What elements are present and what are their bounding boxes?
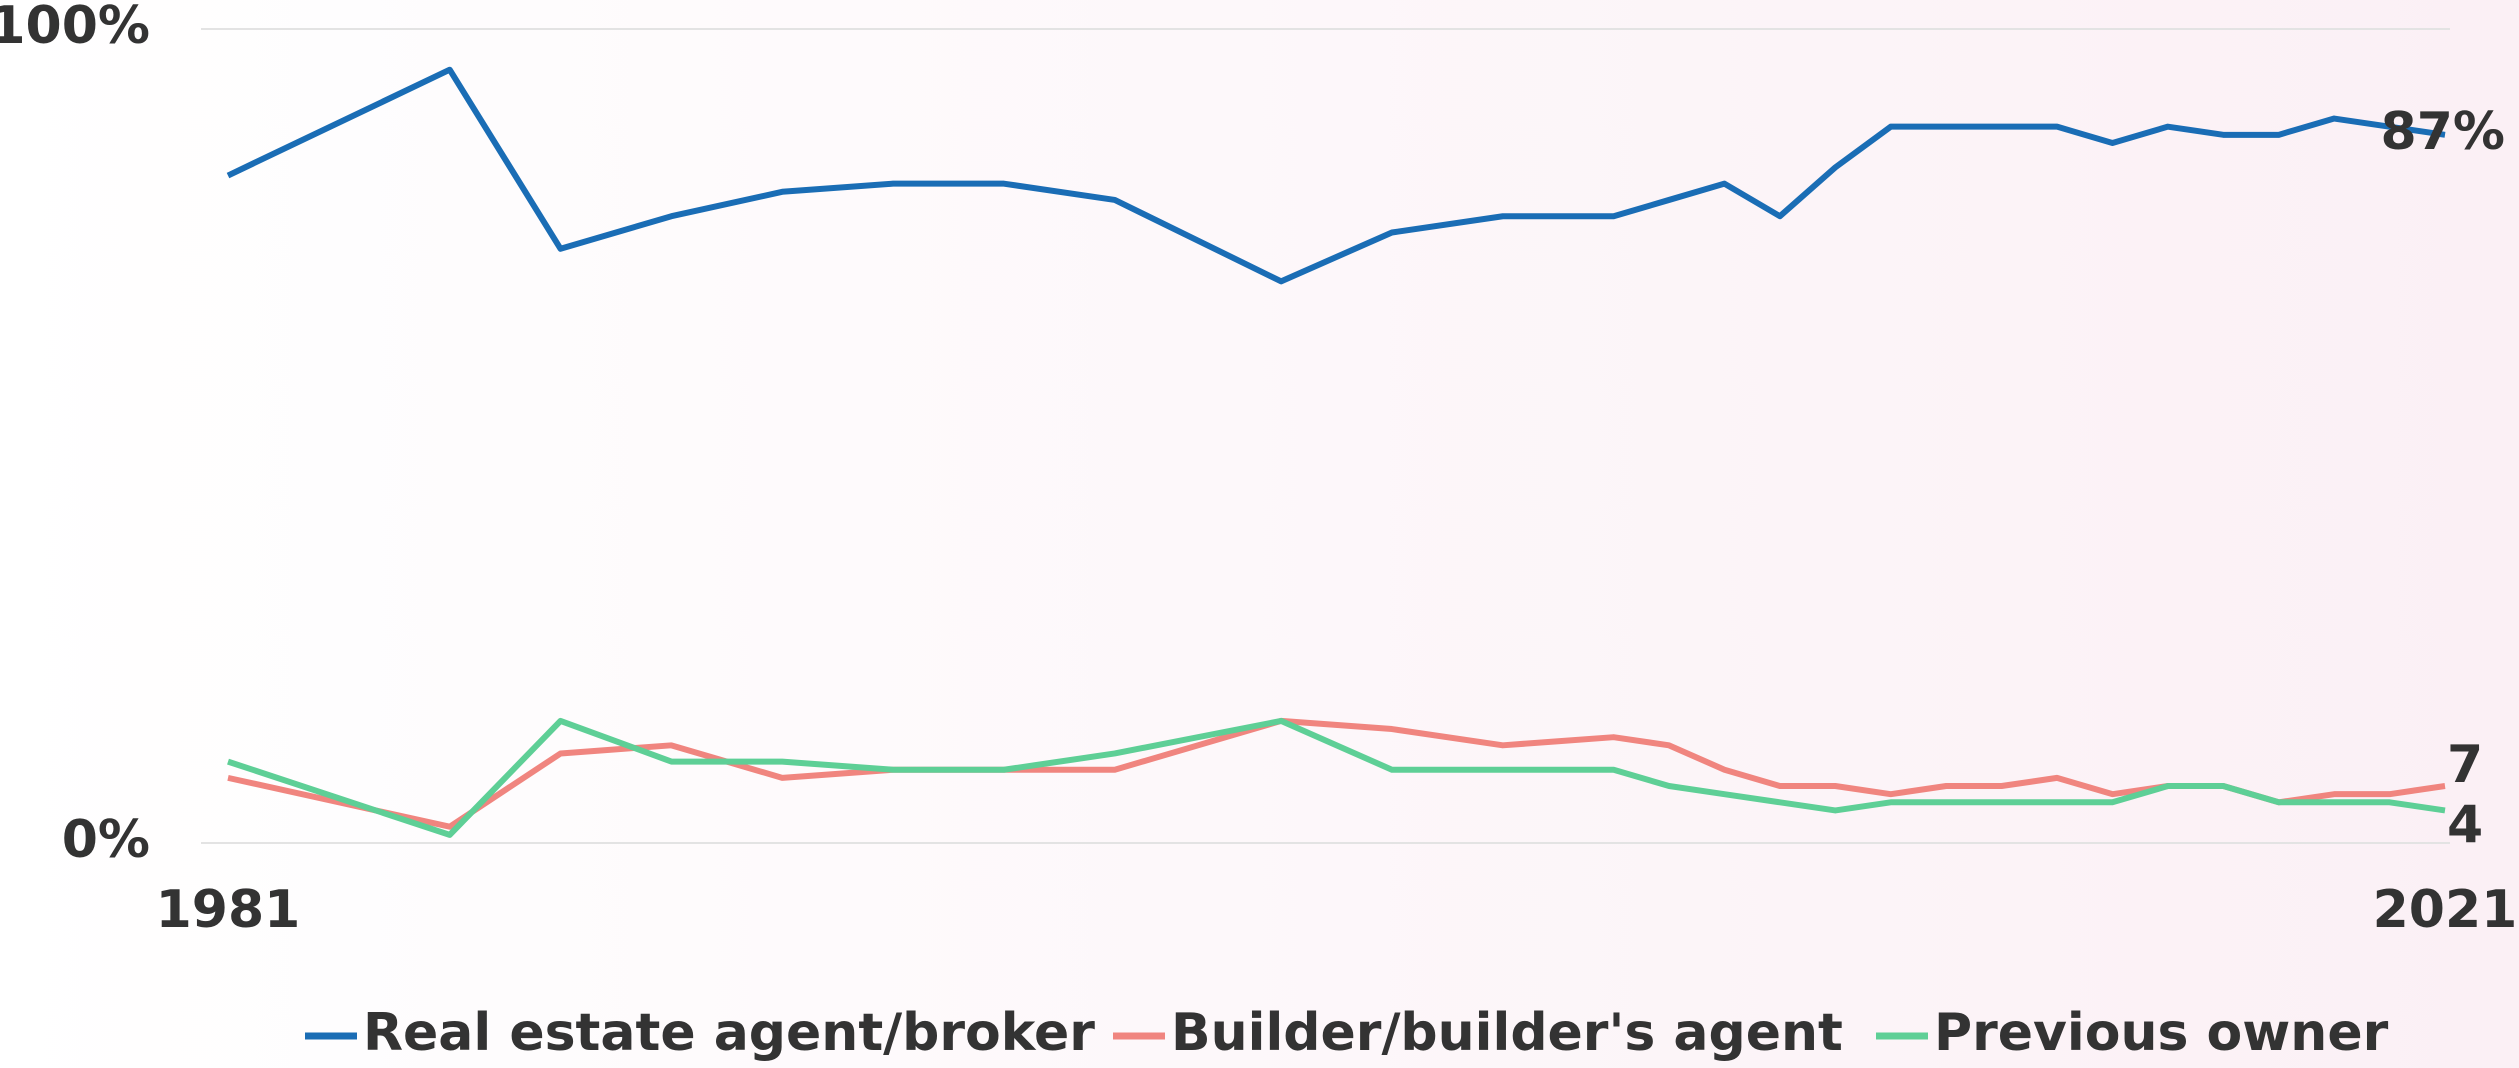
data-label: 7 (2447, 735, 2483, 795)
series-line (227, 717, 2446, 838)
data-label: 4 (2447, 795, 2483, 855)
x-tick-label: 1981 (156, 880, 301, 940)
y-tick-label: 100% (0, 0, 150, 56)
y-tick-label: 0% (62, 810, 150, 870)
data-label: 87% (2381, 102, 2505, 162)
legend-label: Builder/builder's agent (1171, 1003, 1843, 1063)
series-line (226, 66, 2446, 285)
x-tick-label: 2021 (2373, 880, 2518, 940)
legend-label: Real estate agent/broker (363, 1003, 1095, 1063)
legend-label: Previous owner (1934, 1003, 2389, 1063)
